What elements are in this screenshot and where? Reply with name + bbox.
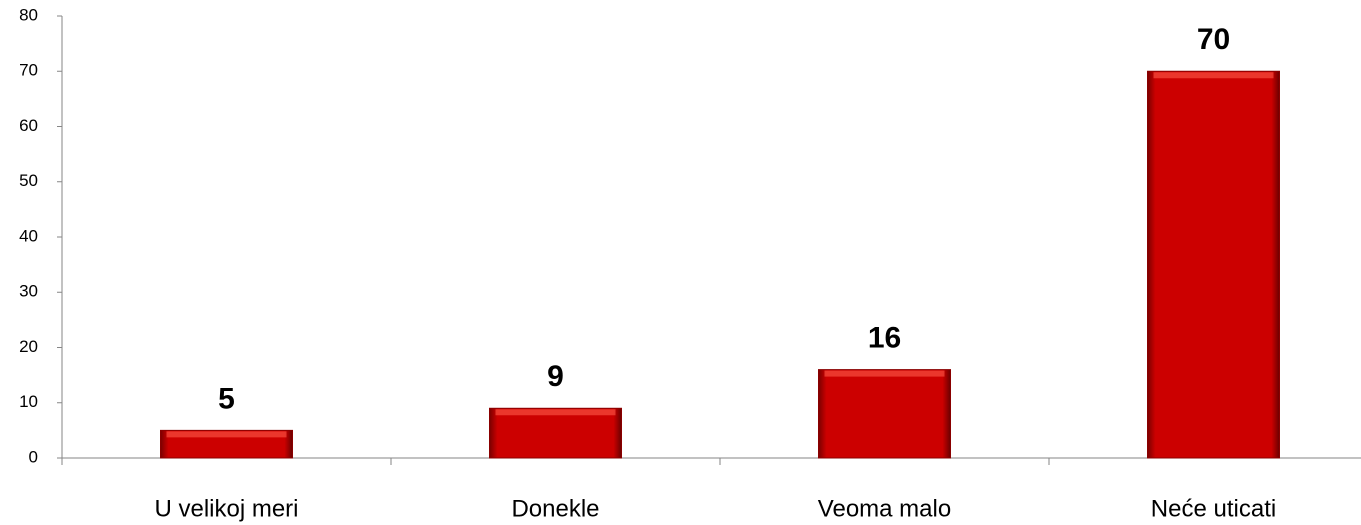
x-tick-label: Neće uticati: [1151, 495, 1276, 522]
bar-bevel: [1153, 72, 1274, 79]
y-tick-label: 30: [19, 282, 38, 301]
value-label: 9: [547, 360, 564, 393]
y-tick-label: 50: [19, 171, 38, 190]
bar: [489, 407, 622, 459]
y-tick-label: 80: [19, 5, 38, 24]
bar: [1147, 70, 1280, 459]
y-tick-label: 20: [19, 337, 38, 356]
bar-bevel: [166, 431, 287, 438]
y-tick-label: 60: [19, 116, 38, 135]
x-tick-label: Donekle: [511, 495, 599, 522]
y-tick-label: 40: [19, 226, 38, 245]
value-label: 16: [868, 322, 901, 355]
bar-bevel: [824, 370, 945, 377]
bar: [818, 369, 951, 459]
y-tick-label: 10: [19, 392, 38, 411]
x-tick-label: Veoma malo: [818, 495, 951, 522]
bar-bevel: [495, 409, 616, 416]
x-tick-label: U velikoj meri: [154, 495, 298, 522]
y-tick-label: 70: [19, 61, 38, 80]
y-tick-label: 0: [29, 447, 38, 466]
value-label: 5: [218, 382, 235, 415]
value-label: 70: [1197, 23, 1230, 56]
